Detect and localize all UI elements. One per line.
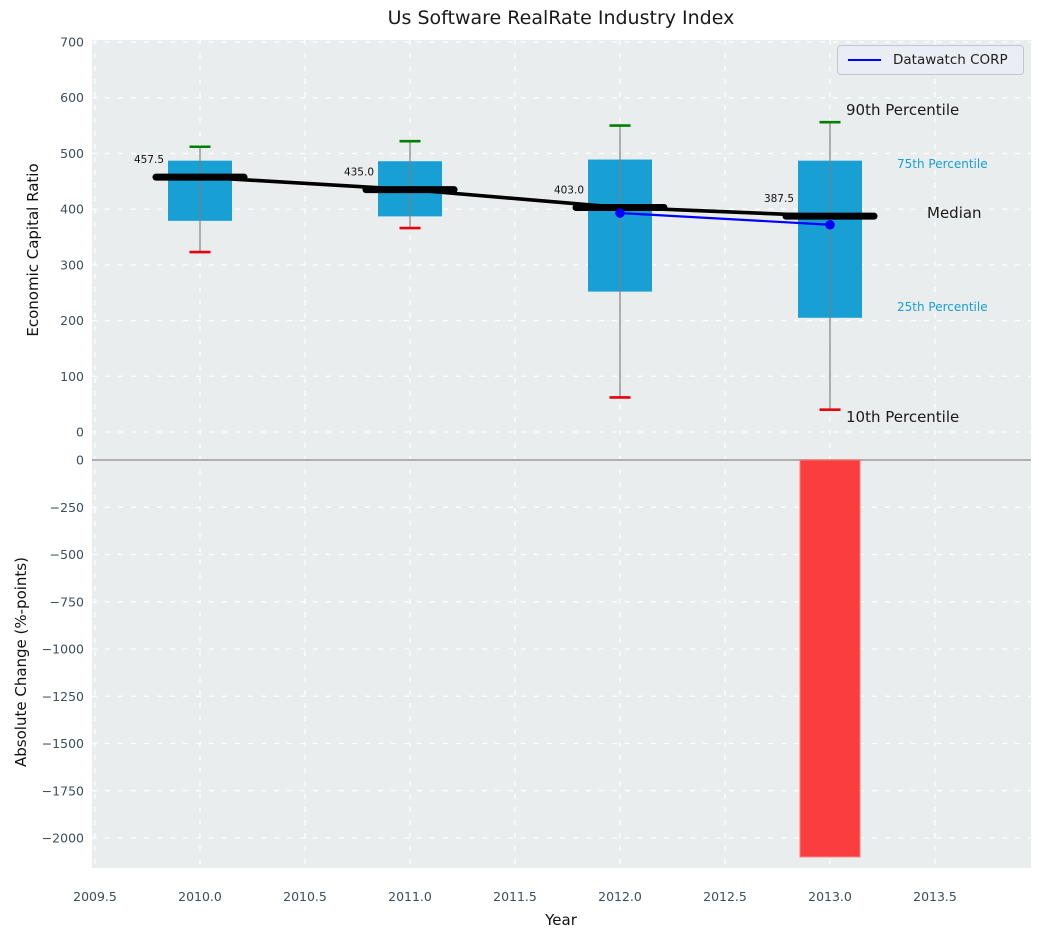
x-tick-label: 2011.5 — [493, 889, 537, 904]
top-y-tick-label: 400 — [60, 202, 84, 217]
top-y-tick-label: 600 — [60, 90, 84, 105]
company-point — [615, 208, 625, 218]
median-value-label: 435.0 — [344, 167, 374, 179]
right-label-90th-percentile: 90th Percentile — [846, 101, 960, 120]
median-value-label: 403.0 — [554, 184, 584, 196]
right-label-75th-percentile: 75th Percentile — [897, 156, 988, 171]
right-label-median: Median — [927, 203, 982, 222]
bottom-y-tick-label: −500 — [50, 547, 84, 562]
median-trend-line — [199, 175, 831, 218]
bottom-y-tick-label: −250 — [50, 500, 84, 515]
x-tick-label: 2011.0 — [388, 889, 432, 904]
x-tick-label: 2009.5 — [73, 889, 117, 904]
company-point — [825, 219, 835, 230]
top-y-tick-label: 100 — [60, 369, 84, 384]
median-value-label: 387.5 — [764, 193, 794, 205]
bottom-y-tick-label: −1500 — [42, 736, 84, 751]
top-y-tick-label: 500 — [60, 146, 84, 161]
chart-title: Us Software RealRate Industry Index — [387, 7, 735, 29]
top-y-tick-label: 300 — [60, 257, 84, 272]
top-y-tick-label: 200 — [60, 313, 84, 328]
bottom-y-axis-label: Absolute Change (%-points) — [12, 557, 30, 767]
top-y-tick-label: 700 — [60, 35, 84, 50]
bottom-y-tick-label: 0 — [76, 453, 84, 468]
bottom-y-tick-label: −2000 — [42, 831, 84, 846]
right-label-25th-percentile: 25th Percentile — [897, 300, 988, 315]
x-tick-label: 2012.0 — [598, 889, 642, 904]
x-tick-label: 2013.0 — [808, 889, 852, 904]
right-label-10th-percentile: 10th Percentile — [846, 408, 960, 427]
bottom-y-tick-label: −750 — [50, 594, 84, 609]
legend-line-swatch — [848, 59, 881, 61]
x-axis-label: Year — [545, 911, 577, 929]
bottom-y-tick-label: −1750 — [42, 783, 84, 798]
bottom-y-tick-label: −1250 — [42, 689, 84, 704]
x-tick-label: 2012.5 — [703, 889, 747, 904]
plot-background — [92, 40, 1031, 868]
x-tick-label: 2013.5 — [913, 889, 957, 904]
median-value-label: 457.5 — [134, 154, 164, 166]
change-bar — [799, 459, 861, 858]
legend: Datawatch CORP — [837, 45, 1024, 75]
company-line — [619, 211, 831, 226]
legend-label: Datawatch CORP — [893, 52, 1008, 68]
bottom-y-tick-label: −1000 — [42, 642, 84, 657]
x-tick-label: 2010.0 — [178, 889, 222, 904]
top-y-axis-label: Economic Capital Ratio — [24, 163, 42, 337]
x-tick-label: 2010.5 — [283, 889, 327, 904]
top-y-tick-label: 0 — [76, 425, 84, 440]
